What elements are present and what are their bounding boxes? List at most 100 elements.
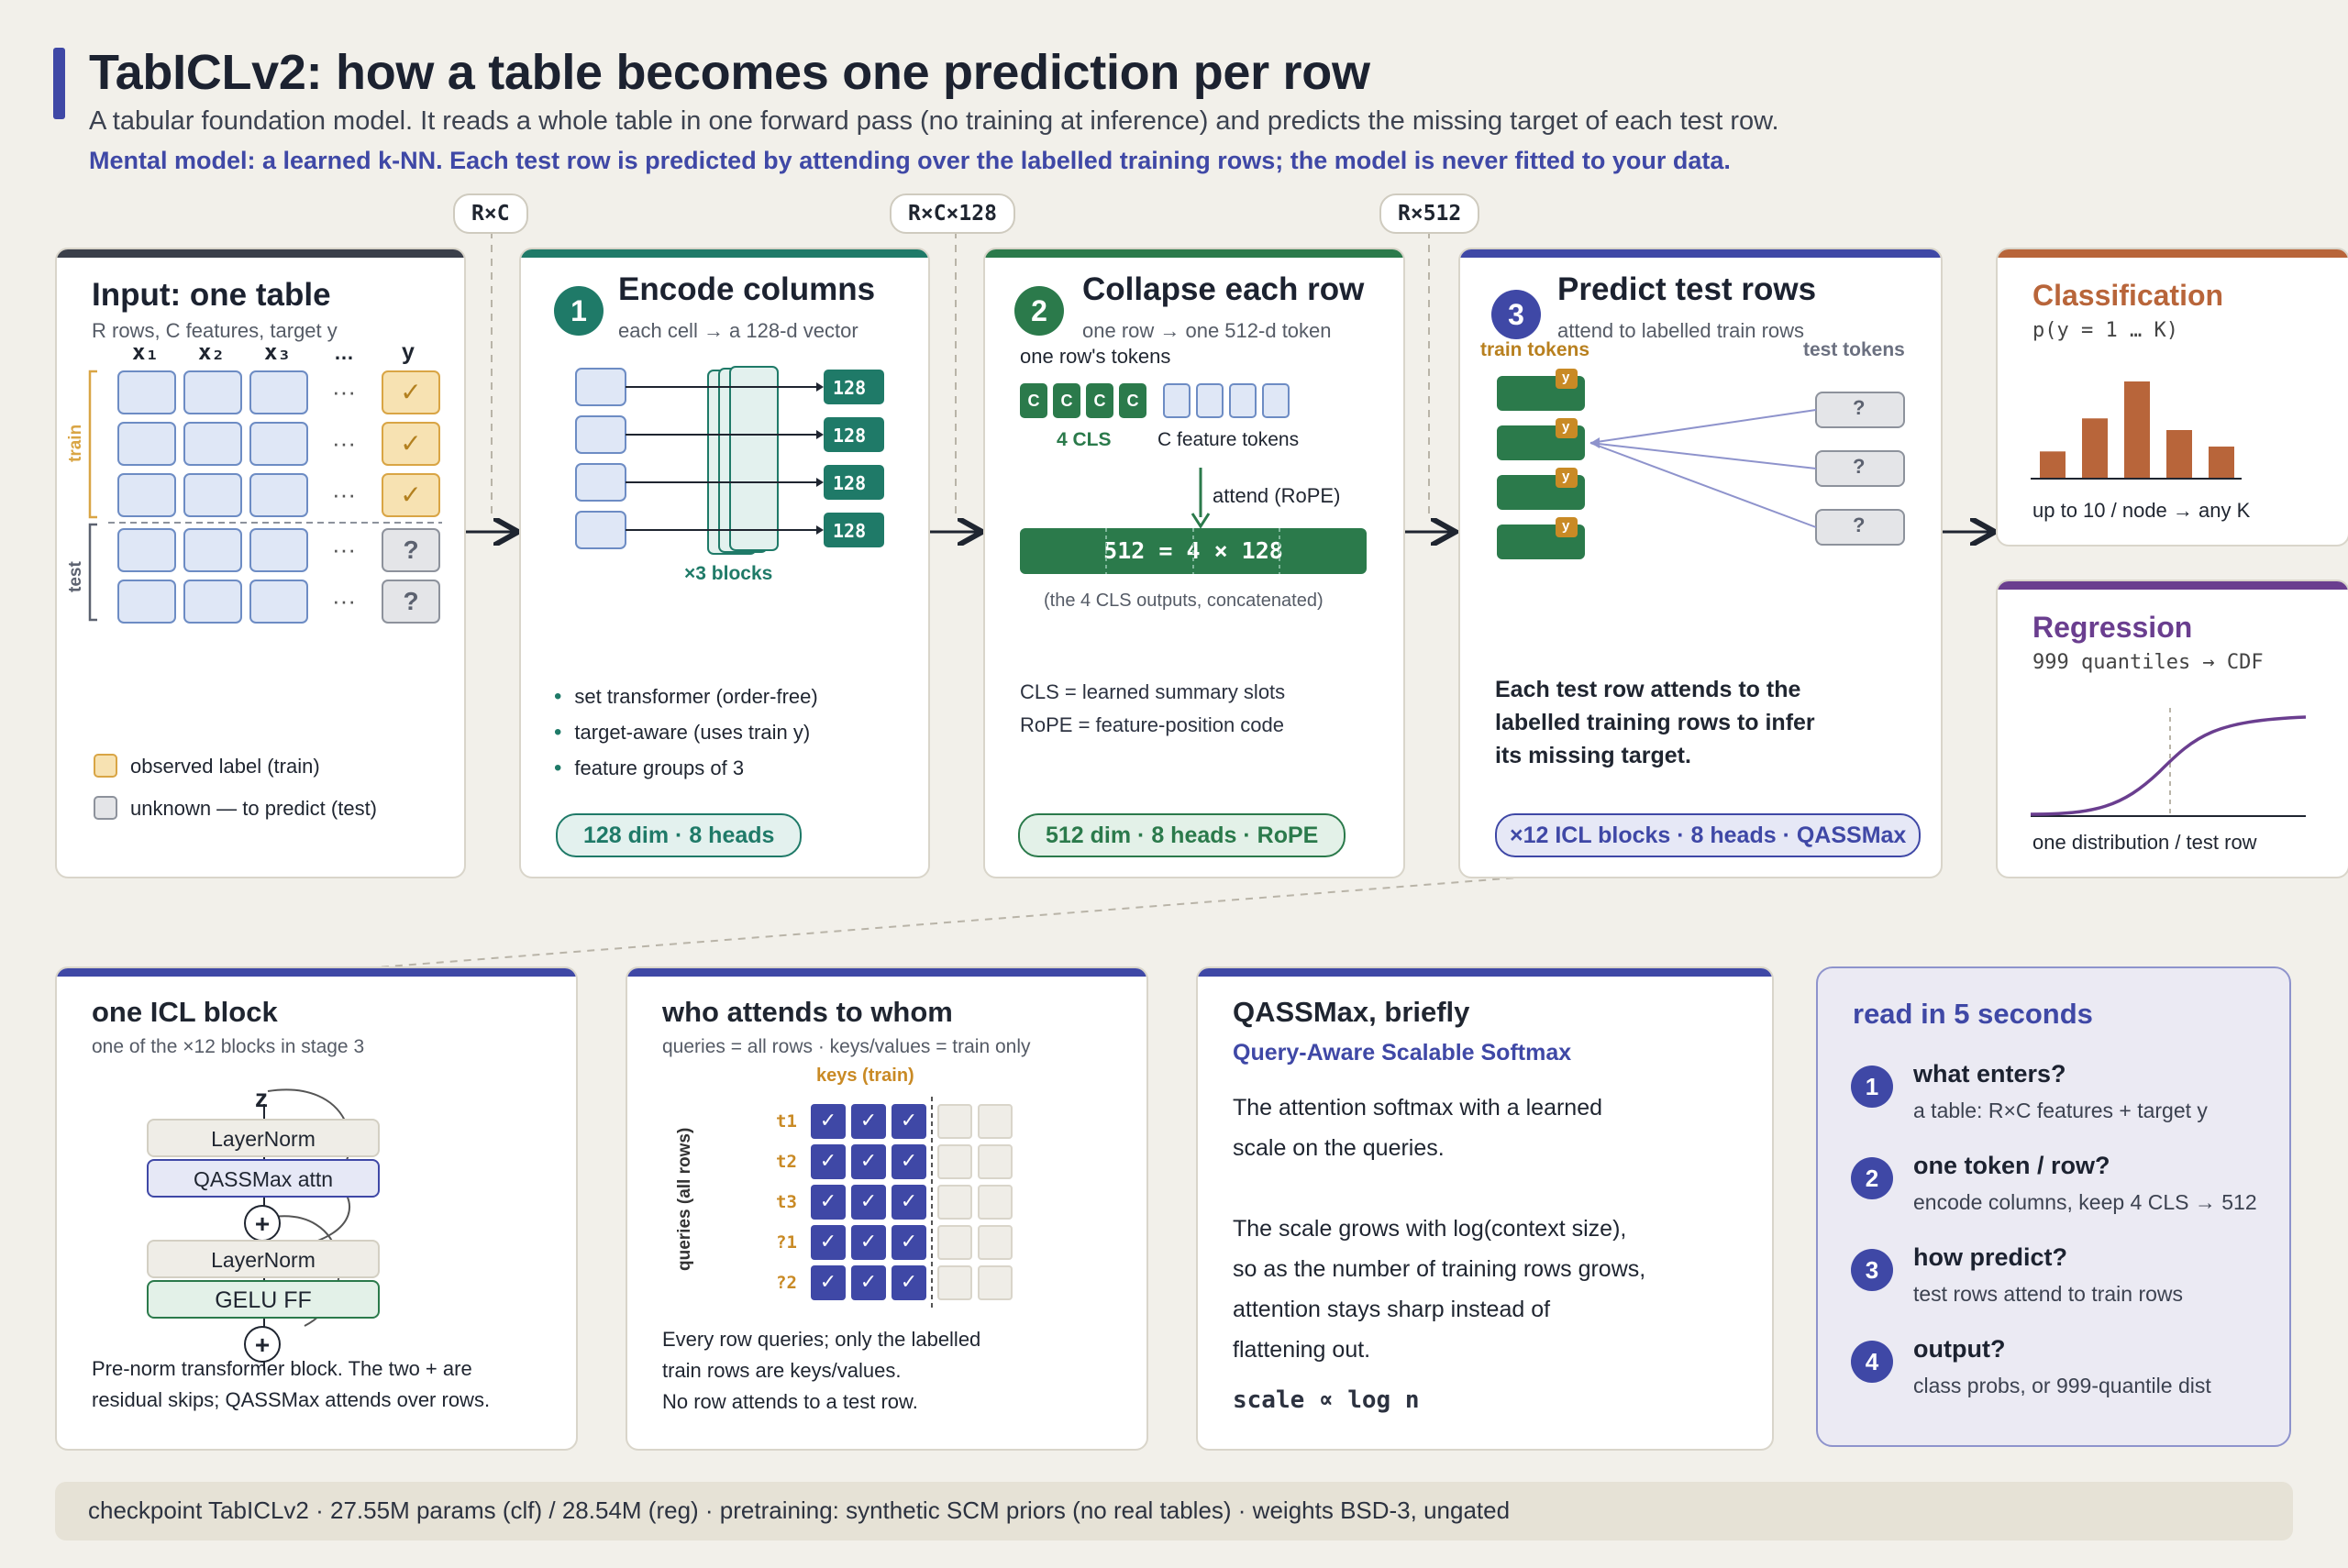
- classification-caption: up to 10 / node → any K: [2032, 499, 2251, 522]
- residual-plus-2: +: [244, 1326, 281, 1363]
- attends-card: who attends to whom queries = all rows ·…: [626, 966, 1148, 1451]
- read5-step-4: 4: [1851, 1341, 1893, 1383]
- vec-128: 128: [833, 520, 867, 542]
- qassmax-attn-box: QASSMax attn: [147, 1159, 380, 1198]
- shape-tag-rxcx128: R×C×128: [890, 193, 1015, 234]
- class-prob-bar: [2082, 418, 2108, 479]
- mental-model: Mental model: a learned k-NN. Each test …: [89, 147, 1731, 174]
- predict-diagram: [1497, 369, 1905, 559]
- attention-cell-on: ✓: [851, 1225, 886, 1260]
- col-header-y: y: [402, 339, 415, 365]
- page-subtitle: A tabular foundation model. It reads a w…: [89, 106, 1779, 136]
- attention-cell-off: [978, 1225, 1013, 1260]
- concat-caption: (the 4 CLS outputs, concatenated): [1044, 591, 1324, 611]
- query-row-label: t2: [776, 1152, 797, 1172]
- class-prob-bar: [2166, 430, 2192, 479]
- attention-cell-on: ✓: [811, 1225, 846, 1260]
- train-tokens-label: train tokens: [1480, 339, 1590, 360]
- input-title: Input: one table: [92, 277, 331, 313]
- layernorm-1: LayerNorm: [147, 1119, 380, 1157]
- encode-diagram: [575, 366, 884, 555]
- qassmax-text: scale on the queries.: [1233, 1135, 1445, 1161]
- attends-subtitle: queries = all rows · keys/values = train…: [662, 1036, 1031, 1057]
- test-q: ?: [1853, 455, 1866, 478]
- read5-answer: class probs, or 999-quantile dist: [1913, 1374, 2211, 1397]
- shape-tag-rxc: R×C: [453, 193, 528, 234]
- feature-token: [1262, 383, 1290, 418]
- col-header-x2: x₂: [198, 339, 225, 365]
- cls-label: 4 CLS: [1057, 429, 1112, 450]
- attention-cell-off: [978, 1185, 1013, 1220]
- rope-note: RoPE = feature-position code: [1020, 713, 1285, 736]
- keys-train-label: keys (train): [816, 1066, 914, 1086]
- input-subtitle: R rows, C features, target y: [92, 319, 338, 342]
- classification-title: Classification: [2032, 279, 2224, 312]
- title-accent-bar: [53, 48, 65, 119]
- train-y: y: [1562, 518, 1570, 534]
- attention-cell-on: ✓: [811, 1104, 846, 1139]
- stage1-pill: 128 dim · 8 heads: [556, 813, 803, 857]
- attends-title: who attends to whom: [662, 996, 953, 1028]
- qassmax-text: The attention softmax with a learned: [1233, 1095, 1603, 1121]
- z-label: z: [255, 1084, 268, 1112]
- layernorm-2: LayerNorm: [147, 1240, 380, 1278]
- feature-tokens-label: C feature tokens: [1157, 429, 1300, 450]
- qassmax-text: flattening out.: [1233, 1337, 1371, 1363]
- stage2-card: 2 Collapse each row one row → one 512-d …: [983, 248, 1405, 878]
- input-card: Input: one table R rows, C features, tar…: [55, 248, 466, 878]
- attention-cell-on: ✓: [811, 1185, 846, 1220]
- read5-step-3: 3: [1851, 1249, 1893, 1291]
- stage2-title: Collapse each row: [1082, 271, 1365, 307]
- attention-cell-on: ✓: [892, 1265, 926, 1300]
- regression-card: Regression 999 quantiles → CDF one distr…: [1996, 580, 2348, 878]
- attends-desc: No row attends to a test row.: [662, 1390, 918, 1413]
- attention-cell-on: ✓: [811, 1144, 846, 1179]
- label-observed: ✓: [382, 422, 440, 466]
- icl-subtitle: one of the ×12 blocks in stage 3: [92, 1036, 365, 1057]
- query-row-label: ?2: [776, 1273, 797, 1293]
- stage3-desc: its missing target.: [1495, 743, 1691, 768]
- blocks-label: ×3 blocks: [684, 563, 773, 584]
- read5-step-2: 2: [1851, 1157, 1893, 1199]
- train-bracket-label: train: [66, 424, 85, 462]
- attends-desc: Every row queries; only the labelled: [662, 1328, 981, 1351]
- stage3-pill: ×12 ICL blocks · 8 heads · QASSMax: [1495, 813, 1922, 857]
- vec-128: 128: [833, 472, 867, 494]
- stage1-title: Encode columns: [618, 271, 876, 307]
- test-bracket-label: test: [66, 561, 85, 592]
- read5-question: output?: [1913, 1335, 2006, 1363]
- legend-unknown: unknown — to predict (test): [130, 797, 378, 820]
- read5-question: what enters?: [1913, 1060, 2066, 1088]
- stage1-bullet: feature groups of 3: [554, 756, 744, 781]
- legend-observed: observed label (train): [130, 755, 320, 778]
- stage1-card: 1 Encode columns each cell → a 128-d vec…: [519, 248, 930, 878]
- stage1-subtitle: each cell → a 128-d vector: [618, 319, 858, 342]
- zoom-connector: [294, 875, 1542, 975]
- icl-title: one ICL block: [92, 996, 278, 1028]
- attention-cell-on: ✓: [851, 1185, 886, 1220]
- stage1-bullet: target-aware (uses train y): [554, 720, 810, 745]
- attention-cell-off: [978, 1265, 1013, 1300]
- query-row-label: ?1: [776, 1232, 797, 1253]
- read5-answer: encode columns, keep 4 CLS → 512: [1913, 1190, 2257, 1214]
- attention-cell-on: ✓: [851, 1265, 886, 1300]
- vec-128: 128: [833, 425, 867, 447]
- attention-cell-on: ✓: [811, 1265, 846, 1300]
- label-unknown: ?: [382, 528, 440, 572]
- query-row-label: t1: [776, 1111, 797, 1132]
- regression-title: Regression: [2032, 611, 2193, 644]
- stage3-card: 3 Predict test rows attend to labelled t…: [1458, 248, 1943, 878]
- train-y: y: [1562, 370, 1570, 385]
- classification-formula: p(y = 1 … K): [2032, 319, 2178, 342]
- train-y: y: [1562, 469, 1570, 484]
- gelu-ff-box: GELU FF: [147, 1280, 380, 1319]
- stage3-desc: Each test row attends to the: [1495, 677, 1801, 702]
- attention-cell-off: [978, 1104, 1013, 1139]
- test-tokens-label: test tokens: [1803, 339, 1905, 360]
- attention-cell-on: ✓: [892, 1225, 926, 1260]
- attention-cell-off: [937, 1144, 972, 1179]
- stage2-number: 2: [1014, 286, 1064, 336]
- page-title: TabICLv2: how a table becomes one predic…: [89, 45, 1370, 100]
- qassmax-text: attention stays sharp instead of: [1233, 1297, 1551, 1322]
- label-observed: ✓: [382, 473, 440, 517]
